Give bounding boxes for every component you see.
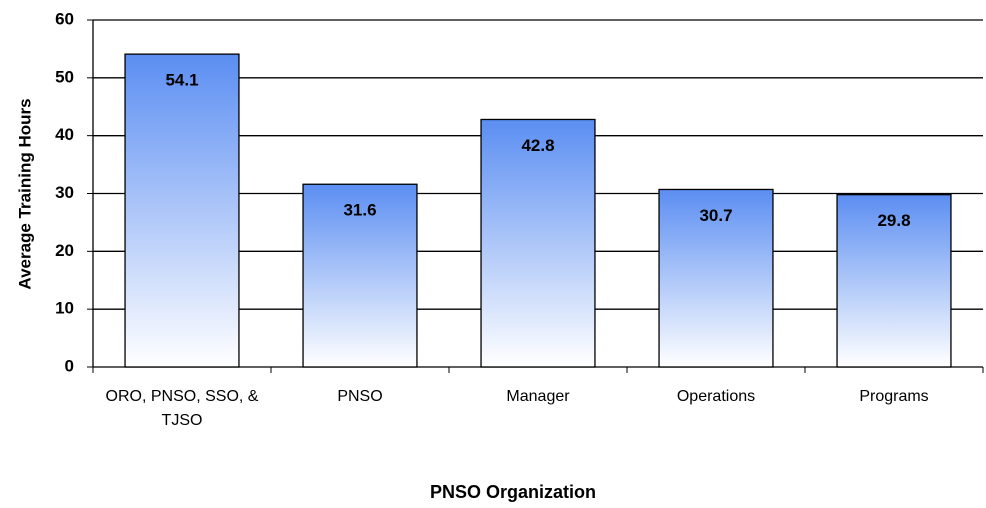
y-tick-label: 60 [55,9,74,28]
y-tick-label: 10 [55,299,74,318]
y-tick-label: 40 [55,125,74,144]
x-axis-title: PNSO Organization [430,482,596,502]
value-label: 30.7 [699,206,732,225]
y-axis-title: Average Training Hours [15,98,34,289]
y-tick-label: 20 [55,241,74,260]
bar [480,118,596,368]
bar [658,188,774,368]
x-tick-label: ORO, PNSO, SSO, & TJSO [105,388,259,429]
y-tick-label: 50 [55,67,74,86]
bar [124,53,240,368]
value-label: 31.6 [343,201,376,220]
x-tick-label: PNSO [337,388,383,405]
bar [302,183,418,368]
x-tick-label: Operations [676,388,756,405]
value-label: 54.1 [165,71,198,90]
y-tick-label: 0 [65,356,74,375]
y-tick-label: 30 [55,183,74,202]
bar [836,194,952,368]
value-label: 29.8 [877,211,910,230]
value-label: 42.8 [521,136,554,155]
x-tick-label: Manager [506,388,570,405]
x-tick-label: Programs [859,388,929,405]
